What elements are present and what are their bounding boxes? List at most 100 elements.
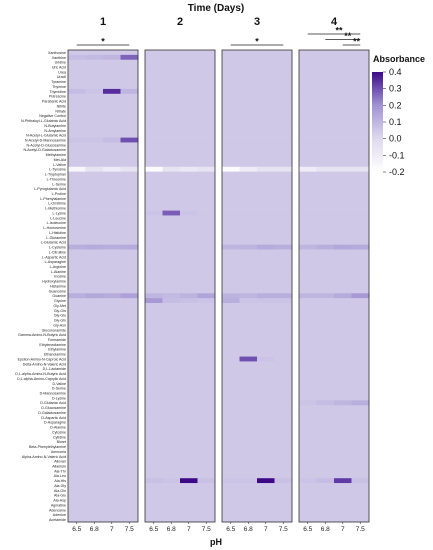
heatmap-cell [222, 405, 240, 411]
panel-border [221, 49, 293, 523]
heatmap-cell [257, 453, 275, 460]
heatmap-cell [180, 487, 198, 494]
heatmap-cell [274, 220, 293, 226]
heatmap-cell [103, 376, 121, 382]
row-label: L-Glutamic Acid [41, 241, 66, 245]
heatmap-cell [162, 458, 181, 464]
heatmap-cell [239, 220, 258, 226]
row-label: D-Galactosamine [38, 411, 66, 415]
heatmap-cell [197, 108, 216, 114]
heatmap-cell [162, 517, 181, 523]
heatmap-cell [299, 337, 317, 343]
heatmap-cell [222, 444, 240, 450]
heatmap-cell [145, 244, 163, 250]
heatmap-cell [68, 205, 86, 211]
heatmap-cell [103, 171, 121, 177]
heatmap-cell [120, 157, 139, 163]
heatmap-cell [162, 468, 181, 474]
heatmap-cell [68, 268, 86, 275]
heatmap-cell [239, 74, 258, 80]
heatmap-cell [120, 385, 139, 391]
heatmap-cell [316, 385, 335, 391]
heatmap-cell [316, 118, 335, 124]
heatmap-cell [103, 93, 121, 99]
heatmap-cell [299, 157, 317, 163]
heatmap-cell [257, 361, 275, 367]
heatmap-cell [120, 298, 139, 304]
heatmap-cell [120, 88, 139, 95]
heatmap-cell [239, 419, 258, 425]
heatmap-cell [162, 137, 181, 143]
heatmap-cell [120, 380, 139, 387]
heatmap-cell [222, 93, 240, 99]
heatmap-cell [222, 400, 240, 406]
heatmap-cell [239, 376, 258, 382]
heatmap-cell [334, 98, 352, 104]
heatmap-cell [239, 371, 258, 377]
heatmap-cell [197, 492, 216, 498]
heatmap-cell [351, 74, 370, 80]
heatmap-cell [239, 69, 258, 75]
heatmap-cell [85, 487, 104, 494]
heatmap-cell [180, 327, 198, 333]
heatmap-cell [162, 385, 181, 391]
heatmap-cell [351, 157, 370, 163]
heatmap-cell [334, 332, 352, 338]
heatmap-cell [145, 74, 163, 80]
heatmap-cell [351, 264, 370, 270]
heatmap-cell [162, 492, 181, 498]
heatmap-cell [197, 259, 216, 265]
heatmap-cell [299, 205, 317, 211]
heatmap-cell [351, 376, 370, 382]
heatmap-cell [145, 517, 163, 523]
heatmap-cell [351, 122, 370, 129]
heatmap-cell [120, 234, 139, 241]
row-label: Negative Control [39, 114, 66, 118]
heatmap-cell [351, 54, 370, 61]
heatmap-cell [239, 103, 258, 109]
heatmap-cell [145, 293, 163, 299]
heatmap-cell [334, 356, 352, 362]
heatmap-cell [120, 186, 139, 192]
heatmap-cell [316, 307, 335, 314]
heatmap-cell [162, 278, 181, 284]
heatmap-cell [162, 444, 181, 450]
heatmap-cell [334, 152, 352, 158]
heatmap-cell [103, 468, 121, 474]
heatmap-cell [145, 215, 163, 221]
heatmap-cell [351, 371, 370, 377]
heatmap-cell [180, 234, 198, 241]
heatmap-cell [162, 507, 181, 513]
row-label: L-Cysteine [49, 246, 66, 250]
heatmap-cell [120, 108, 139, 114]
heatmap-cell [222, 205, 240, 211]
heatmap-cell [222, 152, 240, 158]
heatmap-cell [180, 371, 198, 377]
heatmap-cell [180, 137, 198, 143]
heatmap-cell [274, 463, 293, 469]
heatmap-cell [239, 132, 258, 138]
heatmap-cell [162, 166, 181, 172]
heatmap-cell [351, 337, 370, 343]
heatmap-cell [316, 239, 335, 245]
heatmap-panel-4: 46.5 6.8 7 7.5 [298, 16, 370, 533]
heatmap-cell [68, 376, 86, 382]
row-label: L-Aspartic Acid [42, 255, 66, 259]
heatmap-cell [103, 268, 121, 275]
heatmap-cell [316, 50, 335, 56]
heatmap-cell [120, 337, 139, 343]
heatmap-cell [197, 50, 216, 56]
heatmap-cell [351, 303, 370, 309]
heatmap-cell [316, 54, 335, 61]
heatmap-cell [334, 215, 352, 221]
heatmap-cell [85, 400, 104, 406]
heatmap-cell [257, 220, 275, 226]
heatmap-cell [351, 152, 370, 158]
heatmap-cell [257, 317, 275, 323]
heatmap-cell [274, 502, 293, 508]
heatmap-cell [257, 346, 275, 352]
heatmap-cell [120, 507, 139, 513]
heatmap-cell [68, 439, 86, 445]
heatmap-cell [334, 361, 352, 367]
heatmap-cell [222, 283, 240, 289]
